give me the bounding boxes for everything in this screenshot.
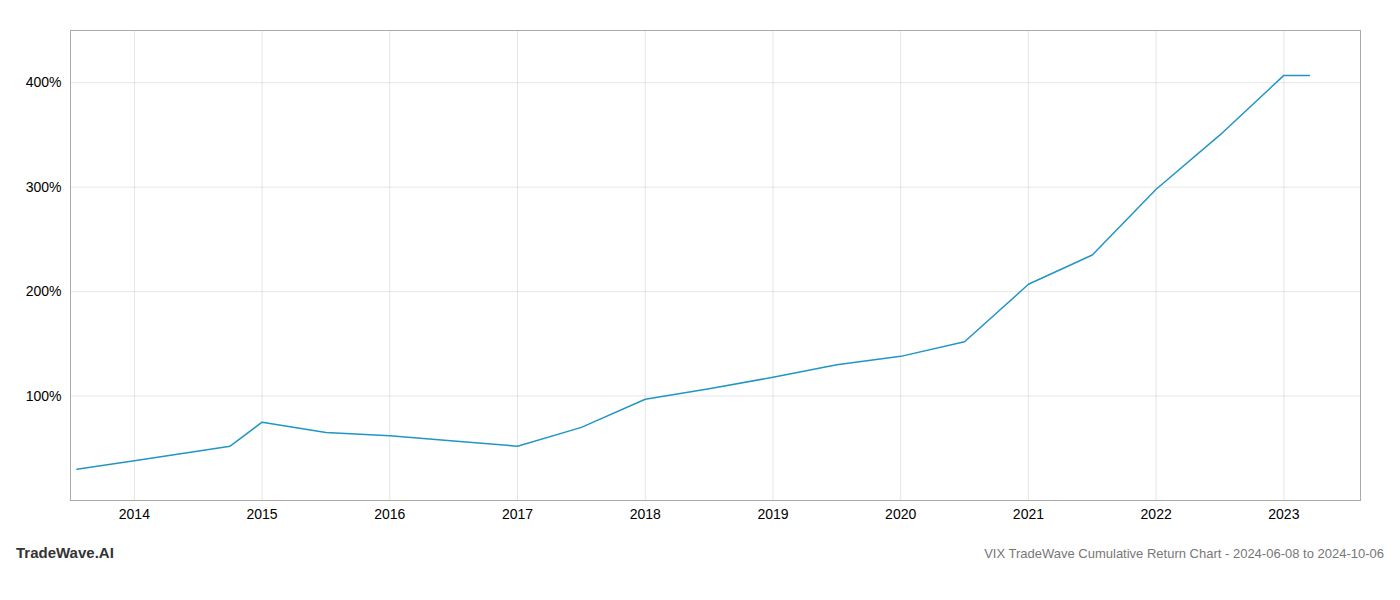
html-text:TradeWave.AI: TradeWave.AI — [16, 544, 114, 561]
svg-text:2019: 2019 — [757, 506, 788, 522]
svg-text:100%: 100% — [26, 388, 62, 404]
html-text:VIX TradeWave Cumulative Retur: VIX TradeWave Cumulative Return Chart - … — [984, 546, 1384, 561]
svg-text:2020: 2020 — [885, 506, 916, 522]
svg-text:2015: 2015 — [247, 506, 278, 522]
svg-text:400%: 400% — [26, 74, 62, 90]
svg-text:2016: 2016 — [374, 506, 405, 522]
svg-text:2017: 2017 — [502, 506, 533, 522]
svg-text:2018: 2018 — [630, 506, 661, 522]
svg-text:300%: 300% — [26, 179, 62, 195]
svg-text:2022: 2022 — [1141, 506, 1172, 522]
svg-text:200%: 200% — [26, 283, 62, 299]
svg-text:2014: 2014 — [119, 506, 150, 522]
svg-text:2021: 2021 — [1013, 506, 1044, 522]
svg-text:2023: 2023 — [1268, 506, 1299, 522]
